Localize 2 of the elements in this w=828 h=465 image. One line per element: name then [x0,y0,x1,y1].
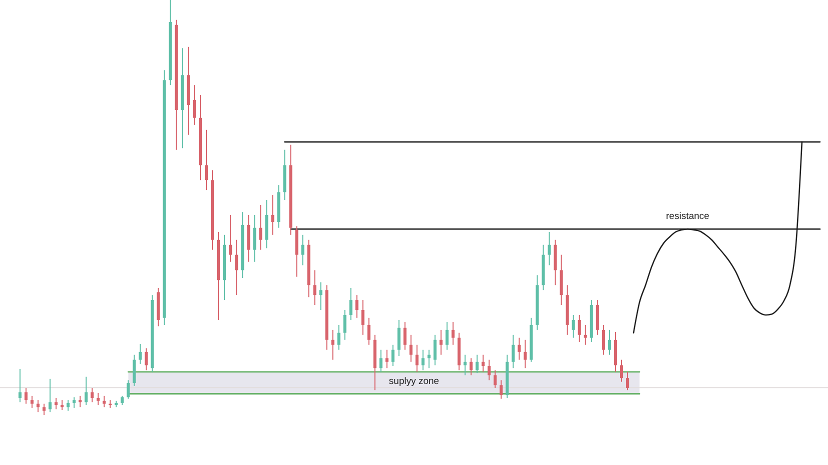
series-label: resistance [666,211,710,222]
series-label: suplyy zone [388,376,440,387]
